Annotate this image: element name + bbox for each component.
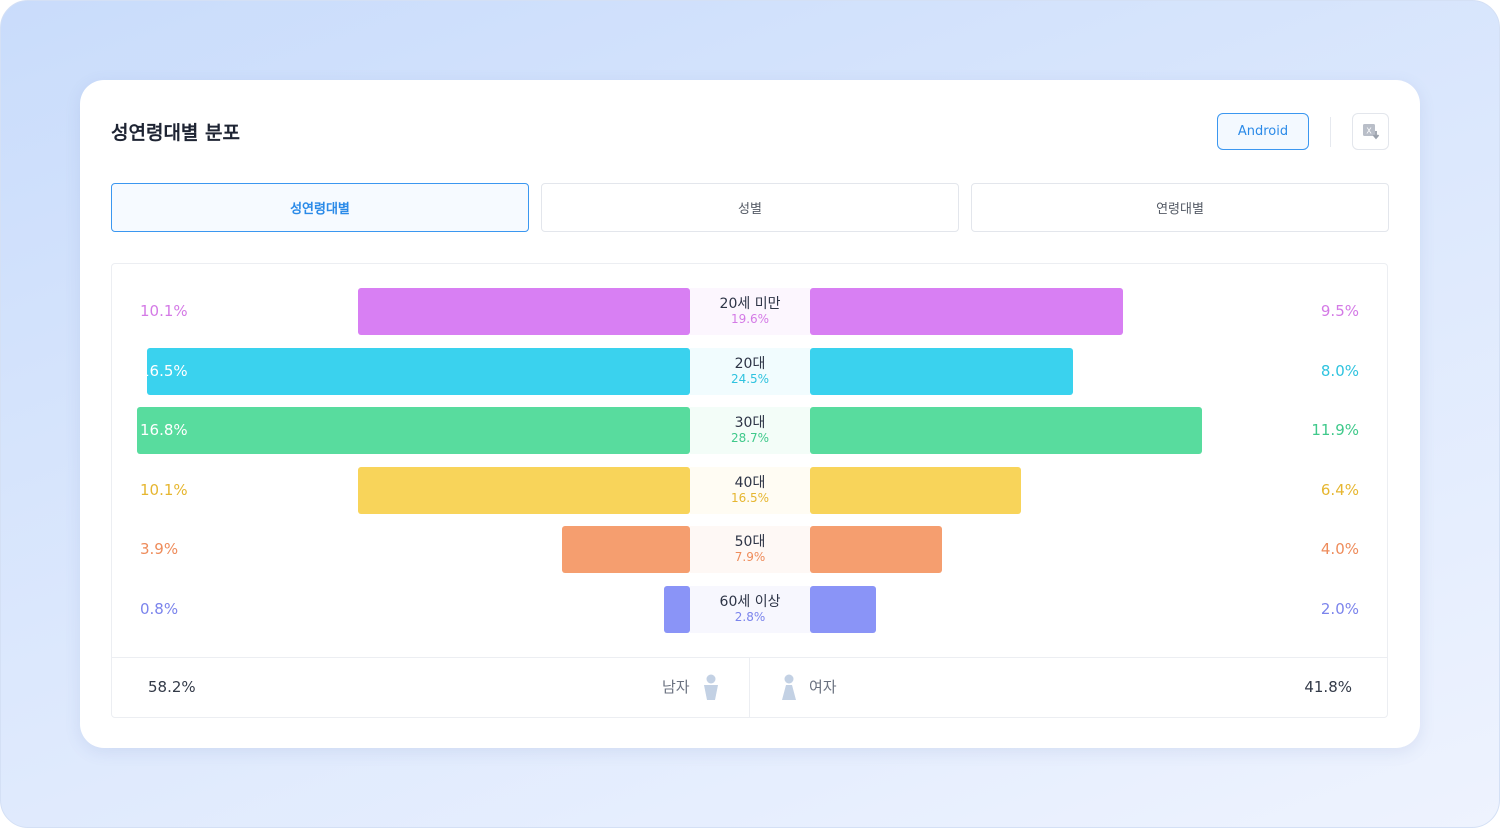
male-bar [137,407,690,454]
card-title: 성연령대별 분포 [111,122,240,144]
age-group-label: 50대 7.9% [690,526,810,573]
age-group-name: 20세 미만 [719,296,781,312]
distribution-card: 성연령대별 분포 Android X 성연령대별 성별 연령대별 58.2% 남… [80,80,1420,748]
age-group-label: 40대 16.5% [690,466,810,514]
female-value-label: 6.4% [1320,480,1359,499]
female-label: 여자 [809,678,837,696]
female-bar [810,288,1123,335]
age-group-name: 20대 [734,355,766,372]
male-bar [663,585,690,633]
male-value-label: 10.1% [140,302,188,320]
tab-gender-age[interactable]: 성연령대별 [111,183,529,232]
age-group-total: 2.8% [734,609,766,624]
age-group-label: 20대 24.5% [690,347,810,395]
male-bar [147,347,690,395]
tab-gender[interactable]: 성별 [541,183,959,232]
age-group-label: 60세 이상 2.8% [690,585,810,633]
age-group-name: 40대 [734,474,766,491]
age-group-name: 50대 [734,534,766,550]
female-icon [782,674,796,700]
female-value-label: 2.0% [1320,599,1359,618]
female-value-label: 11.9% [1311,421,1359,439]
age-group-label: 20세 미만 19.6% [690,288,810,335]
female-bar [810,526,942,573]
age-group-label: 30대 28.7% [690,407,810,454]
age-group-total: 7.9% [734,550,766,564]
age-group-total: 24.5% [730,371,770,386]
male-bar [357,466,690,514]
female-bar [810,347,1074,395]
tab-age[interactable]: 연령대별 [971,183,1389,232]
female-bar [810,466,1021,514]
male-icon [704,674,718,700]
excel-download-button[interactable]: X [1352,113,1389,150]
female-value-label: 9.5% [1320,302,1359,320]
female-bar [810,585,876,633]
svg-text:X: X [1366,126,1372,135]
male-value-label: 10.1% [140,480,188,499]
female-bar [810,407,1202,454]
gender-totals: 58.2% 남자 여자 41.8% [112,657,1387,718]
male-value-label: 3.9% [140,540,179,558]
age-group-total: 16.5% [730,490,770,505]
divider [749,658,750,718]
male-value-label: 0.8% [140,599,179,618]
male-value-label: 16.8% [140,421,188,439]
male-bar [357,288,690,335]
excel-download-icon: X [1362,123,1379,139]
pyramid-chart: 58.2% 남자 여자 41.8% 20세 미만 19.6% 10.1% 9.5% 20… [111,263,1388,718]
age-group-name: 30대 [734,415,766,431]
male-value-label: 16.5% [140,361,188,380]
female-value-label: 4.0% [1320,540,1359,558]
female-total: 41.8% [1304,678,1352,696]
male-label: 남자 [662,678,690,696]
divider [1330,117,1331,147]
male-bar [561,526,690,573]
platform-button[interactable]: Android [1217,113,1309,150]
age-group-name: 60세 이상 [719,593,781,610]
female-value-label: 8.0% [1320,361,1359,380]
male-total: 58.2% [148,678,196,696]
age-group-total: 28.7% [730,431,770,445]
age-group-total: 19.6% [730,312,770,326]
